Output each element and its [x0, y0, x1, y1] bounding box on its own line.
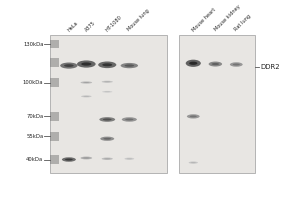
- Ellipse shape: [127, 158, 132, 159]
- Text: A375: A375: [84, 20, 97, 32]
- Bar: [50, 112, 59, 121]
- Ellipse shape: [191, 162, 196, 163]
- Text: HT-1080: HT-1080: [105, 14, 123, 32]
- Ellipse shape: [77, 60, 96, 68]
- Ellipse shape: [104, 81, 110, 82]
- Ellipse shape: [124, 158, 134, 160]
- Ellipse shape: [83, 96, 89, 97]
- Text: HeLa: HeLa: [67, 20, 79, 32]
- Ellipse shape: [103, 118, 112, 121]
- Ellipse shape: [233, 64, 240, 65]
- Text: DDR2: DDR2: [260, 64, 280, 70]
- Ellipse shape: [83, 82, 89, 83]
- Ellipse shape: [64, 64, 74, 67]
- Ellipse shape: [104, 158, 110, 159]
- Bar: [50, 155, 59, 164]
- Ellipse shape: [230, 62, 243, 67]
- Bar: [50, 35, 166, 173]
- Ellipse shape: [122, 117, 137, 122]
- Text: 130kDa: 130kDa: [23, 42, 43, 47]
- Text: Mouse heart: Mouse heart: [191, 7, 217, 32]
- Ellipse shape: [103, 138, 111, 140]
- Ellipse shape: [80, 81, 92, 84]
- Bar: [179, 35, 255, 173]
- Bar: [50, 132, 59, 141]
- Ellipse shape: [102, 63, 112, 66]
- Ellipse shape: [102, 81, 113, 83]
- Ellipse shape: [65, 159, 73, 161]
- Ellipse shape: [186, 60, 201, 67]
- Ellipse shape: [81, 62, 92, 66]
- Bar: [50, 58, 59, 67]
- Ellipse shape: [83, 157, 89, 159]
- Ellipse shape: [62, 157, 76, 162]
- Text: 55kDa: 55kDa: [26, 134, 43, 139]
- Ellipse shape: [104, 91, 110, 92]
- Ellipse shape: [100, 137, 114, 141]
- Text: Mouse kidney: Mouse kidney: [213, 4, 241, 32]
- Ellipse shape: [98, 61, 116, 68]
- Ellipse shape: [102, 158, 113, 160]
- Ellipse shape: [124, 64, 134, 67]
- Ellipse shape: [80, 157, 92, 159]
- Text: Rat lung: Rat lung: [234, 14, 252, 32]
- Text: 100kDa: 100kDa: [23, 80, 43, 85]
- Ellipse shape: [102, 91, 112, 93]
- Bar: [50, 78, 59, 87]
- Ellipse shape: [60, 63, 78, 69]
- Ellipse shape: [187, 114, 200, 119]
- Ellipse shape: [121, 63, 138, 68]
- Ellipse shape: [189, 161, 198, 164]
- Text: 40kDa: 40kDa: [26, 157, 43, 162]
- Ellipse shape: [212, 63, 219, 65]
- Text: Mouse lung: Mouse lung: [127, 9, 151, 32]
- Ellipse shape: [189, 62, 197, 65]
- Ellipse shape: [190, 115, 197, 117]
- Text: 70kDa: 70kDa: [26, 114, 43, 119]
- Ellipse shape: [125, 118, 134, 120]
- Ellipse shape: [81, 95, 92, 97]
- Ellipse shape: [99, 117, 115, 122]
- Bar: [50, 40, 59, 48]
- Ellipse shape: [208, 62, 222, 67]
